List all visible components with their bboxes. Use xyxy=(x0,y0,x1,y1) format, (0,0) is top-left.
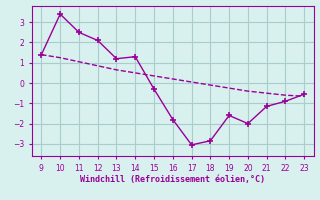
X-axis label: Windchill (Refroidissement éolien,°C): Windchill (Refroidissement éolien,°C) xyxy=(80,175,265,184)
